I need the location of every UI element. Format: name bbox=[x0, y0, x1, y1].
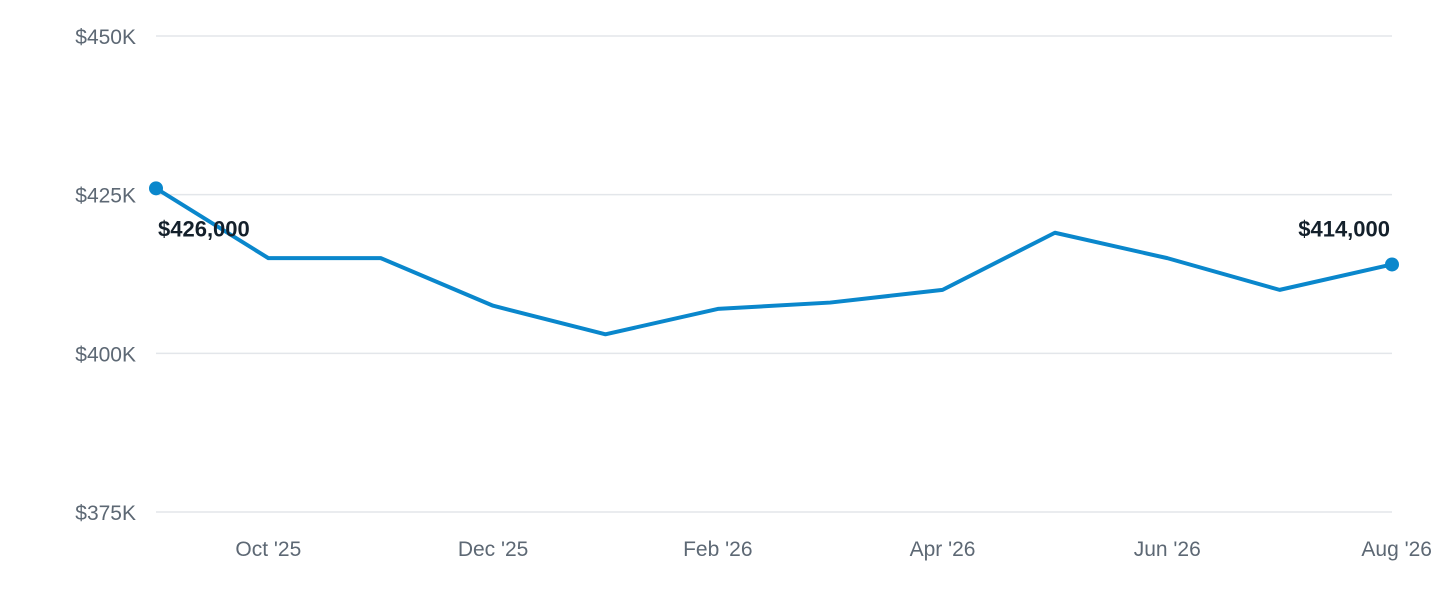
y-tick-label: $375K bbox=[75, 502, 136, 525]
x-axis: Oct '25 Dec '25 Feb '26 Apr '26 Jun '26 Aug '… bbox=[235, 538, 1432, 561]
x-tick-label: Oct '25 bbox=[235, 538, 301, 561]
series-layer bbox=[149, 181, 1399, 337]
x-tick-label: Jun '26 bbox=[1134, 538, 1201, 561]
data-label: $414,000 bbox=[1298, 216, 1390, 241]
x-tick-label: Apr '26 bbox=[910, 538, 976, 561]
y-tick-label: $425K bbox=[75, 185, 136, 208]
y-axis: $450K $425K $400K $375K bbox=[75, 26, 136, 525]
x-tick-label: Dec '25 bbox=[458, 538, 529, 561]
series-line bbox=[154, 186, 1394, 337]
data-label: $426,000 bbox=[158, 216, 250, 241]
x-tick-label: Aug '26 bbox=[1361, 538, 1432, 561]
data-labels: $426,000 $414,000 bbox=[158, 216, 1390, 241]
x-tick-label: Feb '26 bbox=[683, 538, 752, 561]
y-tick-label: $450K bbox=[75, 26, 136, 49]
data-point-marker bbox=[149, 181, 163, 196]
y-tick-label: $400K bbox=[75, 343, 136, 366]
data-point-marker bbox=[1385, 257, 1399, 272]
grid-lines bbox=[156, 35, 1392, 513]
